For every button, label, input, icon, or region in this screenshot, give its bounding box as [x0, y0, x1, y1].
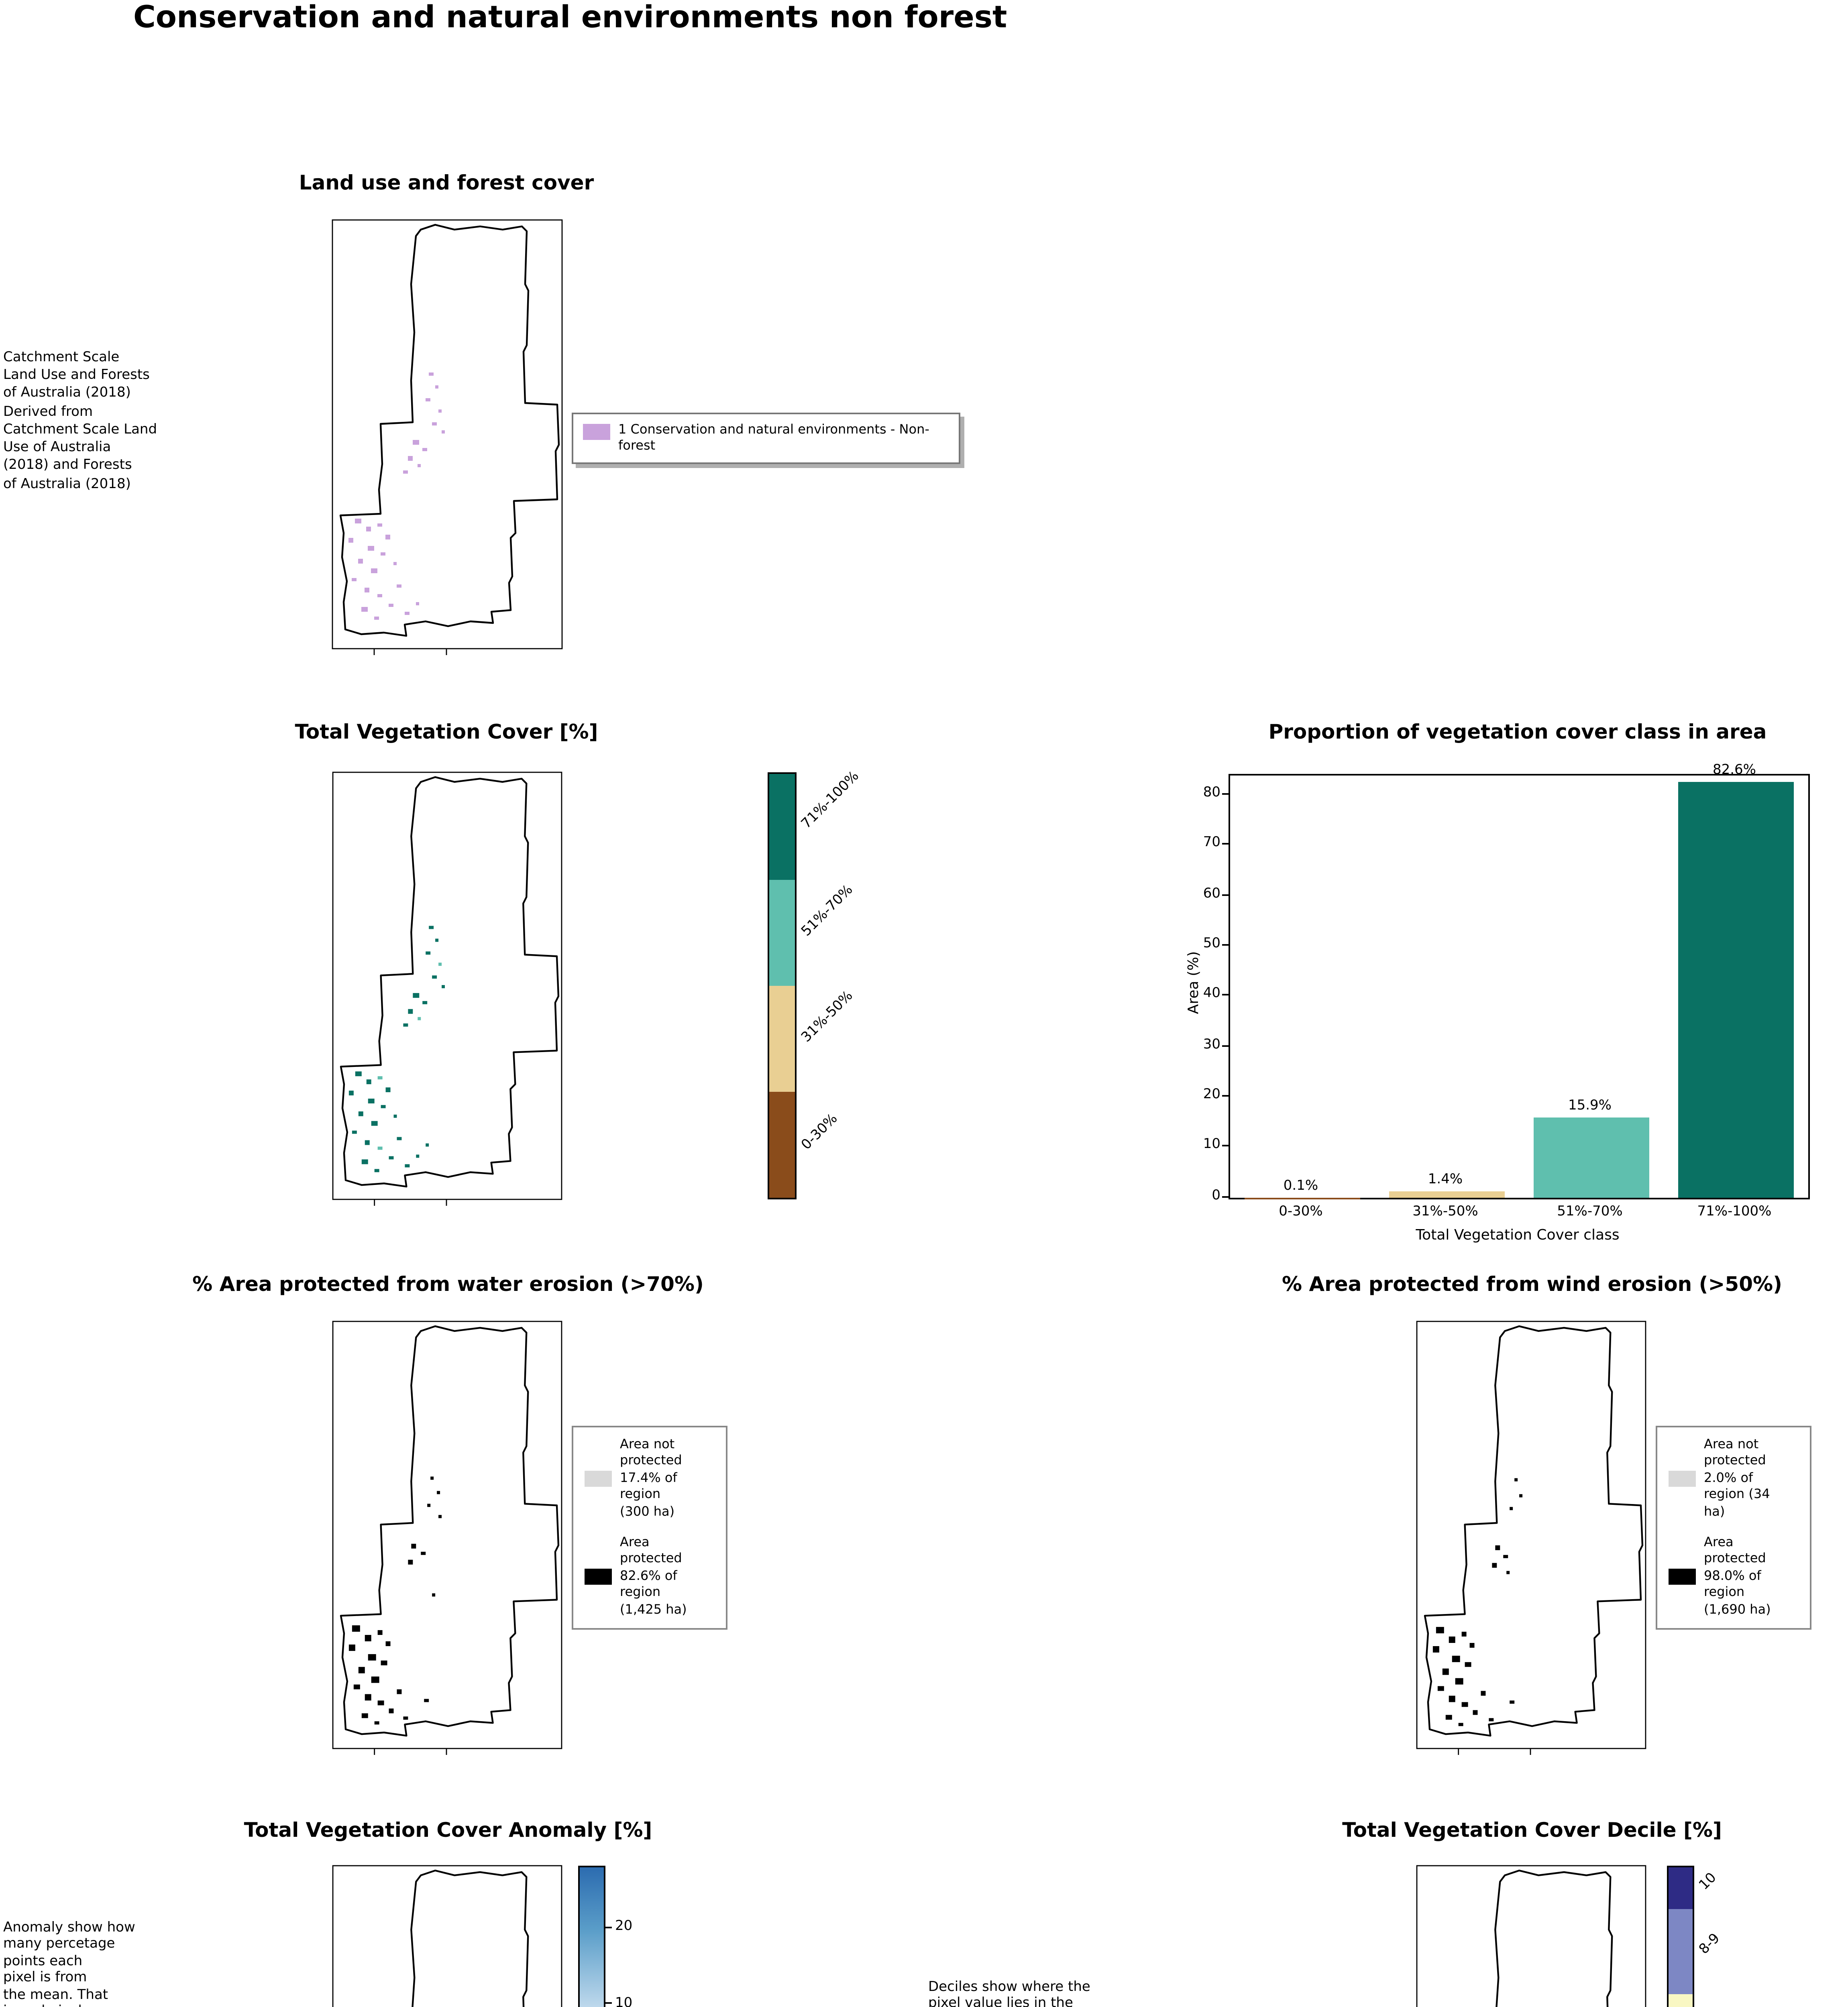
legend-entry-not-protected: Area not protected 17.4% of region (300 … — [585, 1437, 715, 1521]
map-frame — [332, 219, 563, 649]
legend-entry-protected: Area protected 82.6% of region (1,425 ha… — [585, 1535, 715, 1618]
vegcover-panel-title: Total Vegetation Cover [%] — [295, 719, 598, 743]
region-outline — [1425, 1326, 1642, 1736]
anomaly-caption: Anomaly show how many percetage points e… — [3, 1920, 135, 2007]
decile-colorbar-labels: 108-94-72-31 — [1696, 1871, 1724, 1958]
vegcover-map-pixels — [348, 926, 445, 1172]
legend-label-conservation: 1 Conservation and natural environments … — [618, 422, 929, 453]
wind-erosion-legend: Area not protected 2.0% of region (34 ha… — [1656, 1426, 1811, 1630]
map-frame — [1416, 1321, 1646, 1749]
legend-swatch-protected — [1669, 1568, 1696, 1585]
map-frame — [1416, 1865, 1646, 2007]
anomaly-colorbar — [578, 1866, 605, 2007]
x-tick-label: 0-30% — [1279, 1204, 1323, 1220]
vegcover-map — [332, 771, 562, 1206]
bar-51%-70% — [1534, 1117, 1649, 1198]
vegcover-colorbar — [768, 772, 797, 1199]
proportion-chart-title: Proportion of vegetation cover class in … — [1268, 719, 1767, 743]
wind-erosion-map-pixels — [1432, 1478, 1523, 1726]
map-frame — [332, 1321, 562, 1749]
anomaly-title: Total Vegetation Cover Anomaly [%] — [244, 1818, 652, 1842]
region-outline — [340, 225, 559, 636]
landuse-caption: Catchment Scale Land Use and Forests of … — [3, 350, 157, 493]
anomaly-colorbar-ticks: 20100−10−20 — [605, 1866, 663, 2007]
legend-label-protected: Area protected 98.0% of region (1,690 ha… — [1704, 1535, 1771, 1616]
legend-swatch-not-protected — [585, 1470, 612, 1487]
bar-0-30% — [1245, 1197, 1360, 1198]
water-erosion-map-pixels — [348, 1476, 442, 1725]
bar-value-label: 0.1% — [1283, 1178, 1318, 1194]
chart-xlabel: Total Vegetation Cover class — [1416, 1228, 1620, 1244]
region-outline — [1425, 1871, 1642, 2007]
legend-label-not-protected: Area not protected 2.0% of region (34 ha… — [1704, 1437, 1770, 1518]
wind-erosion-title: % Area protected from wind erosion (>50%… — [1282, 1272, 1782, 1296]
water-erosion-title: % Area protected from water erosion (>70… — [192, 1272, 704, 1296]
bar-value-label: 15.9% — [1568, 1098, 1612, 1115]
decile-colorbar — [1667, 1866, 1694, 2007]
x-tick-label: 71%-100% — [1697, 1204, 1772, 1220]
region-outline — [341, 1871, 558, 2007]
water-erosion-legend: Area not protected 17.4% of region (300 … — [572, 1426, 727, 1630]
wind-erosion-map — [1416, 1321, 1646, 1755]
x-tick-label: 31%-50% — [1412, 1204, 1478, 1220]
legend-swatch-protected — [585, 1568, 612, 1585]
vegcover-colorbar-labels: 71%-100% 51%-70% 31%-50% 0-30% — [799, 769, 863, 1154]
legend-label-protected: Area protected 82.6% of region (1,425 ha… — [620, 1535, 687, 1616]
bar-value-label: 82.6% — [1712, 763, 1756, 780]
legend-entry-protected: Area protected 98.0% of region (1,690 ha… — [1669, 1535, 1799, 1618]
landuse-map — [332, 219, 563, 655]
legend-entry-not-protected: Area not protected 2.0% of region (34 ha… — [1669, 1437, 1799, 1521]
region-outline — [341, 1326, 558, 1736]
bar-value-label: 1.4% — [1428, 1171, 1463, 1188]
map-frame — [332, 771, 562, 1200]
chart-plot-area — [1229, 774, 1810, 1199]
x-tick-label: 51%-70% — [1557, 1204, 1623, 1220]
page-title: Conservation and natural environments no… — [133, 0, 1007, 35]
bar-71%-100% — [1678, 782, 1794, 1198]
decile-map — [1416, 1865, 1646, 2007]
landuse-legend: 1 Conservation and natural environments … — [572, 413, 960, 465]
legend-swatch-conservation — [583, 424, 610, 440]
decile-title: Total Vegetation Cover Decile [%] — [1342, 1818, 1722, 1842]
anomaly-map — [332, 1865, 562, 2007]
decile-caption: Deciles show where the pixel value lies … — [928, 1980, 1090, 2007]
landuse-map-pixels — [348, 372, 445, 620]
landuse-panel-title: Land use and forest cover — [299, 170, 594, 194]
legend-swatch-not-protected — [1669, 1470, 1696, 1487]
bar-31%-50% — [1389, 1191, 1505, 1198]
legend-label-not-protected: Area not protected 17.4% of region (300 … — [620, 1437, 682, 1518]
map-frame — [332, 1865, 562, 2007]
water-erosion-map — [332, 1321, 562, 1755]
